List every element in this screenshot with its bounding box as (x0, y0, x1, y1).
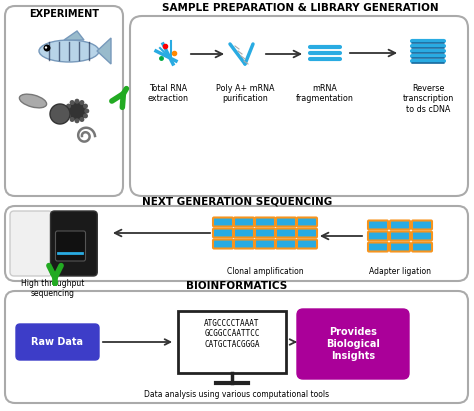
Circle shape (66, 113, 71, 118)
FancyBboxPatch shape (412, 220, 432, 229)
FancyBboxPatch shape (5, 206, 468, 281)
Circle shape (70, 100, 74, 105)
FancyBboxPatch shape (297, 229, 317, 238)
Text: Poly A+ mRNA
purification: Poly A+ mRNA purification (216, 84, 274, 104)
FancyBboxPatch shape (255, 240, 275, 249)
FancyBboxPatch shape (213, 217, 233, 226)
Text: Total RNA
extraction: Total RNA extraction (147, 84, 189, 104)
Text: ATGCCCCTAAAT
GCGGCCAATTCC
CATGCTACGGGA: ATGCCCCTAAAT GCGGCCAATTCC CATGCTACGGGA (204, 319, 260, 349)
Circle shape (50, 104, 70, 124)
FancyBboxPatch shape (276, 229, 296, 238)
FancyBboxPatch shape (412, 242, 432, 252)
FancyBboxPatch shape (234, 217, 254, 226)
FancyBboxPatch shape (297, 217, 317, 226)
Text: High throughput
sequencing: High throughput sequencing (21, 279, 84, 298)
FancyBboxPatch shape (390, 220, 410, 229)
FancyBboxPatch shape (51, 211, 97, 276)
Circle shape (44, 44, 51, 51)
FancyBboxPatch shape (55, 231, 85, 261)
Circle shape (74, 118, 80, 123)
Text: mRNA
fragmentation: mRNA fragmentation (296, 84, 354, 104)
FancyBboxPatch shape (390, 242, 410, 252)
FancyBboxPatch shape (390, 231, 410, 240)
Circle shape (74, 99, 80, 104)
FancyBboxPatch shape (130, 16, 468, 196)
Circle shape (80, 117, 84, 122)
FancyBboxPatch shape (16, 324, 99, 360)
FancyBboxPatch shape (368, 242, 388, 252)
Text: EXPERIMENT: EXPERIMENT (29, 9, 99, 19)
FancyBboxPatch shape (297, 309, 409, 379)
FancyBboxPatch shape (412, 231, 432, 240)
Circle shape (70, 117, 74, 122)
Polygon shape (64, 31, 84, 40)
Circle shape (84, 109, 89, 113)
Text: Raw Data: Raw Data (31, 337, 83, 347)
Ellipse shape (39, 40, 99, 62)
FancyBboxPatch shape (255, 229, 275, 238)
FancyBboxPatch shape (276, 217, 296, 226)
Ellipse shape (19, 94, 46, 108)
FancyBboxPatch shape (10, 211, 53, 276)
FancyBboxPatch shape (234, 229, 254, 238)
FancyBboxPatch shape (5, 6, 123, 196)
Circle shape (83, 104, 88, 109)
Polygon shape (97, 38, 111, 64)
Text: BIOINFORMATICS: BIOINFORMATICS (186, 281, 288, 291)
FancyBboxPatch shape (368, 231, 388, 240)
Text: Reverse
transcription
to ds cDNA: Reverse transcription to ds cDNA (402, 84, 454, 114)
Circle shape (80, 100, 84, 105)
Text: Data analysis using various computational tools: Data analysis using various computationa… (145, 390, 329, 399)
FancyBboxPatch shape (213, 229, 233, 238)
Circle shape (83, 113, 88, 118)
FancyBboxPatch shape (213, 240, 233, 249)
Circle shape (45, 46, 47, 48)
Bar (178, 311, 286, 373)
Text: Provides
Biological
Insights: Provides Biological Insights (326, 328, 380, 360)
Text: Clonal amplification: Clonal amplification (227, 266, 303, 275)
Text: NEXT GENERATION SEQUENCING: NEXT GENERATION SEQUENCING (142, 196, 332, 206)
FancyBboxPatch shape (234, 240, 254, 249)
Circle shape (64, 109, 70, 113)
Text: Adapter ligation: Adapter ligation (369, 266, 431, 275)
FancyBboxPatch shape (276, 240, 296, 249)
Text: SAMPLE PREPARATION & LIBRARY GENERATION: SAMPLE PREPARATION & LIBRARY GENERATION (162, 3, 438, 13)
FancyBboxPatch shape (255, 217, 275, 226)
FancyBboxPatch shape (5, 291, 468, 403)
Circle shape (66, 104, 71, 109)
FancyBboxPatch shape (297, 240, 317, 249)
Circle shape (68, 102, 86, 120)
FancyBboxPatch shape (368, 220, 388, 229)
